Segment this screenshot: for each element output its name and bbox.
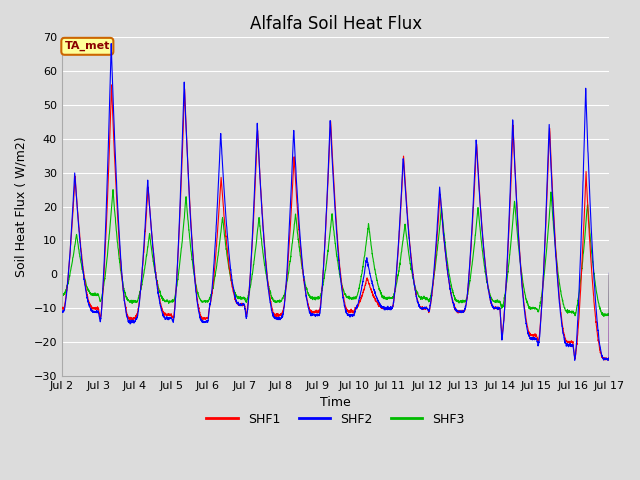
SHF3 — [58, 292, 66, 298]
Legend: SHF1, SHF2, SHF3: SHF1, SHF2, SHF3 — [202, 408, 470, 431]
SHF2 — [605, 270, 613, 276]
Line: SHF3: SHF3 — [62, 190, 609, 316]
SHF1 — [605, 271, 613, 277]
Line: SHF2: SHF2 — [62, 44, 609, 360]
Y-axis label: Soil Heat Flux ( W/m2): Soil Heat Flux ( W/m2) — [15, 136, 28, 277]
SHF2 — [153, 282, 161, 288]
SHF2 — [604, 358, 612, 363]
SHF1 — [595, 340, 603, 346]
SHF1 — [58, 304, 66, 310]
SHF2 — [536, 331, 544, 336]
SHF2 — [595, 335, 603, 341]
SHF1 — [121, 299, 129, 304]
SHF1 — [108, 82, 115, 88]
SHF1 — [292, 180, 300, 186]
SHF3 — [268, 295, 276, 300]
SHF2 — [121, 299, 129, 304]
SHF3 — [600, 313, 608, 319]
SHF3 — [605, 271, 613, 277]
SHF3 — [292, 215, 300, 220]
SHF2 — [292, 165, 300, 170]
SHF1 — [604, 357, 612, 363]
SHF1 — [536, 327, 544, 333]
SHF3 — [536, 303, 544, 309]
SHF2 — [268, 310, 276, 315]
SHF1 — [153, 279, 161, 285]
SHF3 — [595, 300, 603, 306]
SHF2 — [58, 308, 66, 313]
SHF3 — [153, 279, 161, 285]
SHF3 — [121, 288, 129, 294]
X-axis label: Time: Time — [320, 396, 351, 409]
SHF1 — [268, 305, 276, 311]
Line: SHF1: SHF1 — [62, 85, 609, 360]
Title: Alfalfa Soil Heat Flux: Alfalfa Soil Heat Flux — [250, 15, 422, 33]
SHF2 — [108, 41, 115, 47]
Text: TA_met: TA_met — [65, 41, 110, 51]
SHF3 — [109, 187, 117, 192]
